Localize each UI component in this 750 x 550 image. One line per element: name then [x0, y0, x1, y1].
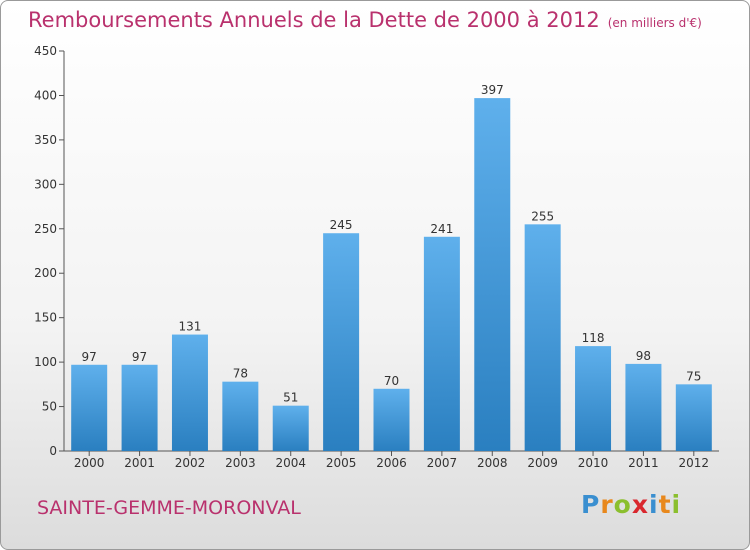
- logo-letter: i: [649, 490, 659, 519]
- bar: [222, 381, 259, 451]
- logo-letter: r: [600, 490, 614, 519]
- y-tick-label: 300: [34, 177, 57, 191]
- x-tick-label: 2001: [124, 456, 155, 470]
- x-tick-label: 2010: [578, 456, 609, 470]
- x-tick-label: 2007: [427, 456, 458, 470]
- x-tick-label: 2012: [679, 456, 710, 470]
- x-tick-label: 2004: [275, 456, 306, 470]
- x-tick-label: 2002: [175, 456, 206, 470]
- x-tick-label: 2005: [326, 456, 357, 470]
- logo-letter: x: [631, 490, 649, 519]
- x-tick-label: 2011: [628, 456, 659, 470]
- x-tick-label: 2003: [225, 456, 256, 470]
- data-label: 245: [330, 218, 353, 232]
- x-tick-label: 2006: [376, 456, 407, 470]
- data-label: 98: [636, 349, 651, 363]
- chart-subtitle: (en milliers d'€): [607, 16, 702, 30]
- y-tick-label: 450: [34, 44, 57, 58]
- commune-name: SAINTE-GEMME-MORONVAL: [37, 497, 301, 519]
- bar: [474, 98, 511, 451]
- bar: [272, 405, 309, 451]
- bar: [171, 334, 208, 451]
- data-label: 51: [283, 391, 298, 405]
- data-label: 255: [531, 209, 554, 223]
- data-label: 75: [686, 369, 701, 383]
- chart-title: Remboursements Annuels de la Dette de 20…: [28, 8, 702, 32]
- data-label: 118: [582, 331, 605, 345]
- data-label: 131: [179, 320, 202, 334]
- bar: [625, 363, 662, 451]
- y-tick-label: 250: [34, 222, 57, 236]
- bar: [71, 364, 108, 451]
- data-label: 70: [384, 374, 399, 388]
- bar: [121, 364, 158, 451]
- bar: [323, 233, 360, 451]
- y-tick-label: 150: [34, 311, 57, 325]
- bar: [373, 388, 410, 451]
- y-tick-label: 200: [34, 266, 57, 280]
- proxiti-logo: Proxiti: [581, 490, 681, 519]
- x-tick-label: 2008: [477, 456, 508, 470]
- x-tick-label: 2000: [74, 456, 105, 470]
- y-tick-label: 350: [34, 133, 57, 147]
- y-tick-label: 100: [34, 355, 57, 369]
- logo-letter: i: [671, 490, 682, 519]
- logo-letter: o: [613, 490, 632, 519]
- y-tick-label: 50: [42, 400, 57, 414]
- data-label: 78: [233, 367, 248, 381]
- y-tick-label: 0: [49, 444, 57, 458]
- bar: [675, 384, 712, 451]
- logo-letter: t: [658, 490, 672, 519]
- data-label: 397: [481, 83, 504, 97]
- data-label: 241: [430, 222, 453, 236]
- bar: [524, 224, 561, 451]
- data-label: 97: [82, 350, 97, 364]
- bar: [423, 236, 460, 451]
- x-tick-label: 2009: [527, 456, 558, 470]
- logo-letter: P: [581, 490, 601, 519]
- bar: [575, 346, 612, 451]
- y-tick-label: 400: [34, 88, 57, 102]
- data-label: 97: [132, 350, 147, 364]
